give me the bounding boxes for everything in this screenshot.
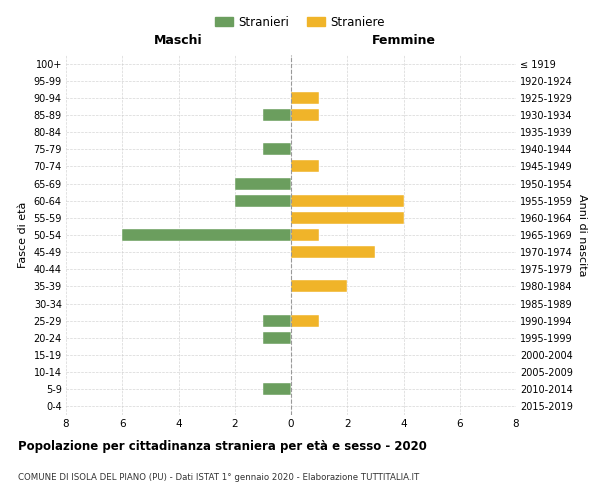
Bar bbox=[122, 229, 291, 241]
Bar bbox=[291, 160, 319, 172]
Text: Maschi: Maschi bbox=[154, 34, 203, 47]
Y-axis label: Fasce di età: Fasce di età bbox=[18, 202, 28, 268]
Bar bbox=[291, 92, 319, 104]
Bar bbox=[263, 109, 291, 121]
Bar bbox=[263, 314, 291, 326]
Bar bbox=[291, 212, 404, 224]
Legend: Stranieri, Straniere: Stranieri, Straniere bbox=[210, 11, 390, 34]
Bar bbox=[291, 246, 376, 258]
Bar bbox=[235, 178, 291, 190]
Bar bbox=[291, 314, 319, 326]
Text: Popolazione per cittadinanza straniera per età e sesso - 2020: Popolazione per cittadinanza straniera p… bbox=[18, 440, 427, 453]
Bar bbox=[263, 144, 291, 156]
Bar bbox=[263, 384, 291, 396]
Bar bbox=[291, 109, 319, 121]
Bar bbox=[291, 229, 319, 241]
Text: Femmine: Femmine bbox=[371, 34, 436, 47]
Bar bbox=[291, 194, 404, 206]
Bar bbox=[235, 194, 291, 206]
Y-axis label: Anni di nascita: Anni di nascita bbox=[577, 194, 587, 276]
Bar bbox=[291, 280, 347, 292]
Text: COMUNE DI ISOLA DEL PIANO (PU) - Dati ISTAT 1° gennaio 2020 - Elaborazione TUTTI: COMUNE DI ISOLA DEL PIANO (PU) - Dati IS… bbox=[18, 473, 419, 482]
Bar bbox=[263, 332, 291, 344]
